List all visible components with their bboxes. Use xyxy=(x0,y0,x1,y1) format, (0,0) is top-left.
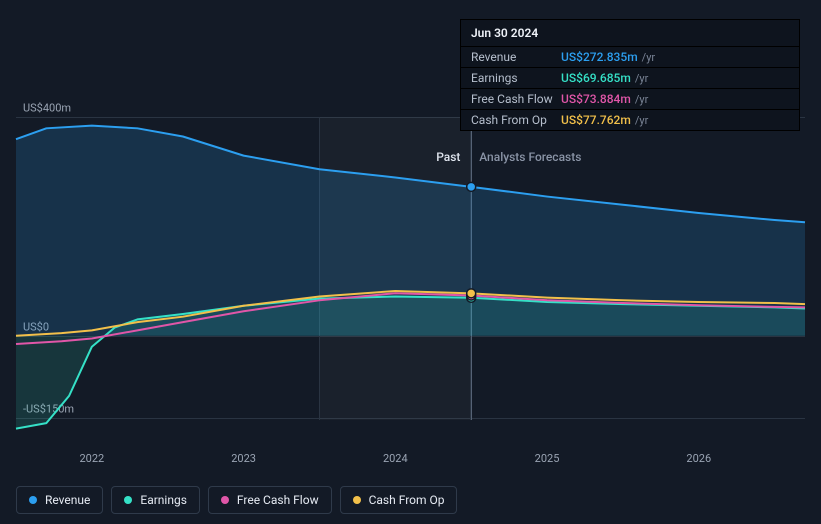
legend-dot xyxy=(29,496,37,504)
legend-dot xyxy=(353,496,361,504)
tooltip-row-value: US$73.884m xyxy=(561,92,631,106)
financials-chart: US$400mUS$0-US$150m Past Analysts Foreca… xyxy=(0,0,821,524)
legend-label: Free Cash Flow xyxy=(237,493,319,507)
tooltip-title: Jun 30 2024 xyxy=(461,20,799,47)
tooltip-row-unit: /yr xyxy=(642,51,655,64)
legend-item-earnings[interactable]: Earnings xyxy=(111,486,200,514)
x-tick-label: 2024 xyxy=(383,452,408,465)
x-tick-label: 2022 xyxy=(79,452,104,465)
legend-label: Cash From Op xyxy=(369,493,445,507)
legend-label: Revenue xyxy=(45,493,90,507)
x-tick-label: 2023 xyxy=(231,452,256,465)
tooltip-row-unit: /yr xyxy=(635,93,648,106)
tooltip-row: RevenueUS$272.835m/yr xyxy=(461,47,799,68)
tooltip-row: Cash From OpUS$77.762m/yr xyxy=(461,110,799,130)
tooltip-row-value: US$69.685m xyxy=(561,71,631,85)
x-tick-label: 2026 xyxy=(686,452,711,465)
tooltip-row-unit: /yr xyxy=(635,114,648,127)
tooltip-row-value: US$77.762m xyxy=(561,113,631,127)
legend-label: Earnings xyxy=(140,493,187,507)
legend: Revenue Earnings Free Cash Flow Cash From O… xyxy=(16,486,457,514)
datapoint-tooltip: Jun 30 2024 RevenueUS$272.835m/yrEarning… xyxy=(460,19,800,131)
tooltip-row-unit: /yr xyxy=(635,72,648,85)
tooltip-row: EarningsUS$69.685m/yr xyxy=(461,68,799,89)
tooltip-row: Free Cash FlowUS$73.884m/yr xyxy=(461,89,799,110)
legend-item-revenue[interactable]: Revenue xyxy=(16,486,103,514)
legend-item-cash-from-op[interactable]: Cash From Op xyxy=(340,486,458,514)
marker-revenue xyxy=(467,182,476,191)
tooltip-row-label: Revenue xyxy=(471,50,561,64)
x-tick-label: 2025 xyxy=(535,452,560,465)
marker-cfo xyxy=(467,289,476,298)
tooltip-row-label: Cash From Op xyxy=(471,113,561,127)
tooltip-row-label: Free Cash Flow xyxy=(471,92,561,106)
tooltip-row-label: Earnings xyxy=(471,71,561,85)
tooltip-row-value: US$272.835m xyxy=(561,50,638,64)
legend-item-free-cash-flow[interactable]: Free Cash Flow xyxy=(208,486,332,514)
legend-dot xyxy=(221,496,229,504)
legend-dot xyxy=(124,496,132,504)
